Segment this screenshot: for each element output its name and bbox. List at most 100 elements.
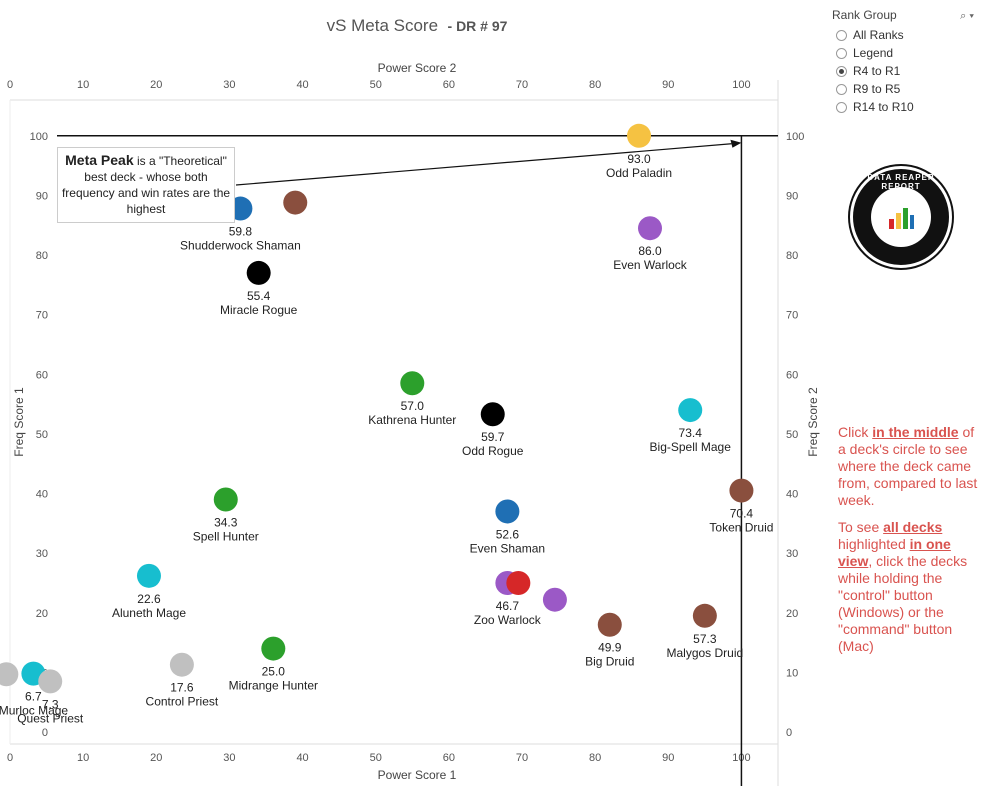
deck-point (729, 478, 754, 503)
rank-option-1[interactable]: Legend (836, 44, 982, 62)
rank-option-label: All Ranks (853, 28, 904, 42)
grid (9, 80, 779, 786)
deck-point (0, 662, 19, 687)
x-top-tick-label: 30 (223, 79, 235, 91)
search-icon[interactable]: ⌕ (960, 10, 967, 22)
deck-name-label: Kathrena Hunter (368, 413, 456, 427)
y-right-axis-title: Freq Score 2 (806, 387, 820, 457)
deck-point (542, 587, 567, 612)
deck-point (627, 123, 652, 148)
deck-score-label: 55.4 (247, 289, 271, 303)
x-bottom-tick-label: 80 (589, 752, 601, 764)
deck-name-label: Malygos Druid (667, 646, 744, 660)
chart-title-sub: - DR # 97 (448, 18, 508, 34)
deck-name-label: Control Priest (146, 695, 219, 709)
deck-name-label: Zoo Warlock (474, 613, 542, 627)
deck-name-label: Even Shaman (470, 541, 545, 555)
deck-name-label: Quest Priest (17, 711, 84, 725)
rank-option-3[interactable]: R9 to R5 (836, 80, 982, 98)
deck-point (169, 652, 194, 677)
deck-point (246, 260, 271, 285)
radio-button[interactable] (836, 101, 847, 113)
deck-point (38, 669, 63, 694)
deck-score-label: 46.7 (496, 599, 520, 613)
deck-score-label: 59.8 (229, 225, 253, 239)
deck-score-label: 93.0 (627, 152, 651, 166)
deck-name-label: Murloc Mage (0, 704, 68, 718)
y-right-tick-label: 10 (786, 667, 798, 679)
radio-button[interactable] (836, 29, 847, 41)
rank-option-4[interactable]: R14 to R10 (836, 98, 982, 116)
y-right-tick-label: 80 (786, 250, 798, 262)
help-paragraph-1: Click in the middle of a deck's circle t… (838, 424, 978, 508)
deck-score-label: 6.7 (25, 690, 42, 704)
deck-point (480, 402, 505, 427)
deck-score-label: 7.3 (42, 697, 59, 711)
deck-score-label: 34.3 (214, 516, 238, 530)
y-left-tick-label: 60 (36, 369, 48, 381)
y-left-tick-label: 90 (36, 190, 48, 202)
logo-text: DATA REAPER REPORT (867, 173, 935, 191)
x-top-axis-title: Power Score 2 (378, 61, 457, 75)
deck-score-label: 73.4 (679, 426, 703, 440)
x-bottom-tick-label: 10 (77, 752, 89, 764)
y-right-tick-label: 20 (786, 608, 798, 620)
x-bottom-tick-label: 50 (370, 752, 382, 764)
meta-peak-title: Meta Peak (65, 152, 134, 168)
filter-tools[interactable]: ⌕ ▾ (960, 10, 974, 23)
logo-inner-circle (871, 187, 931, 247)
y-right-tick-label: 40 (786, 489, 798, 501)
x-top-tick-label: 50 (370, 79, 382, 91)
rank-option-label: Legend (853, 46, 894, 60)
x-top-tick-label: 10 (77, 79, 89, 91)
rank-options: All Ranks Legend R4 to R1 R9 to R5 R14 to R1… (832, 26, 982, 116)
deck-name-label: Big Druid (585, 655, 634, 669)
deck-name-label: Miracle Rogue (220, 303, 298, 317)
rank-group-title: Rank Group (832, 8, 897, 22)
y-left-tick-label: 40 (36, 489, 48, 501)
deck-point (261, 636, 286, 661)
y-left-tick-label: 50 (36, 429, 48, 441)
deck-score-label: 57.0 (401, 399, 425, 413)
dropdown-icon[interactable]: ▾ (969, 10, 974, 22)
rank-option-0[interactable]: All Ranks (836, 26, 982, 44)
x-top-tick-label: 60 (443, 79, 455, 91)
x-bottom-tick-label: 0 (7, 752, 13, 764)
x-top-tick-label: 0 (7, 79, 13, 91)
deck-name-label: Odd Rogue (462, 444, 524, 458)
deck-name-label: Token Druid (709, 521, 773, 535)
rank-option-2[interactable]: R4 to R1 (836, 62, 982, 80)
x-top-tick-label: 80 (589, 79, 601, 91)
y-left-tick-label: 80 (36, 250, 48, 262)
deck-name-label: Big-Spell Mage (650, 440, 732, 454)
chart-title: vS Meta Score - DR # 97 (327, 16, 508, 35)
y-right-tick-label: 100 (786, 131, 804, 143)
deck-score-label: 17.6 (170, 681, 194, 695)
rank-option-label: R9 to R5 (853, 82, 901, 96)
deck-score-label: 59.7 (481, 430, 505, 444)
y-left-tick-label: 30 (36, 548, 48, 560)
deck-score-label: 86.0 (638, 244, 662, 258)
help-paragraph-2: To see all decks highlighted in one view… (838, 519, 968, 654)
radio-button[interactable] (836, 83, 847, 95)
deck-score-label: 52.6 (496, 527, 520, 541)
deck-point (692, 603, 717, 628)
radio-button[interactable] (836, 65, 847, 77)
y-right-tick-label: 30 (786, 548, 798, 560)
y-left-tick-label: 100 (30, 131, 48, 143)
deck-name-label: Odd Paladin (606, 166, 672, 180)
deck-point (136, 563, 161, 588)
deck-point (506, 571, 531, 595)
y-left-tick-label: 0 (42, 727, 48, 739)
y-right-tick-label: 90 (786, 190, 798, 202)
radio-button[interactable] (836, 47, 847, 59)
x-bottom-tick-label: 90 (662, 752, 674, 764)
x-top-tick-label: 20 (150, 79, 162, 91)
x-bottom-tick-label: 40 (296, 752, 308, 764)
x-bottom-tick-label: 30 (223, 752, 235, 764)
deck-name-label: Midrange Hunter (229, 679, 318, 693)
y-right-tick-label: 0 (786, 727, 792, 739)
deck-point (213, 487, 238, 512)
